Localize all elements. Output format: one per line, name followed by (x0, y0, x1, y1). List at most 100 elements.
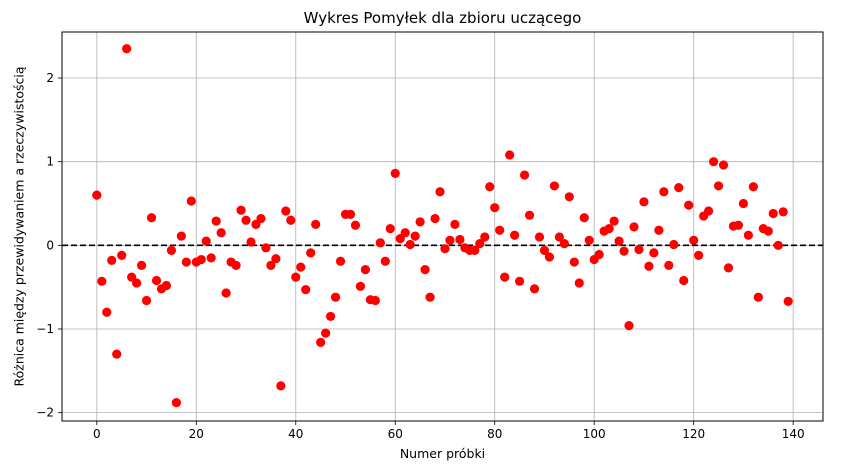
chart-title: Wykres Pomyłek dla zbioru uczącego (304, 9, 582, 27)
data-point (544, 252, 555, 262)
data-point (689, 235, 699, 245)
data-point (335, 256, 346, 266)
data-point (201, 236, 211, 246)
data-point (330, 292, 341, 302)
data-point (490, 203, 500, 213)
y-tick-label: 0 (46, 238, 54, 252)
data-point (231, 260, 241, 270)
plot-frame (61, 31, 824, 422)
data-point (564, 192, 574, 202)
data-point (136, 260, 147, 270)
x-tick-label: 0 (93, 427, 101, 441)
data-point (654, 225, 664, 235)
data-point (743, 230, 753, 240)
data-point (345, 209, 356, 219)
data-point (768, 208, 778, 219)
data-point (350, 220, 361, 230)
data-point (211, 216, 221, 226)
data-point (495, 225, 505, 235)
data-point (534, 232, 545, 242)
data-point (644, 261, 654, 271)
data-point (619, 246, 629, 256)
data-point (450, 219, 460, 230)
data-point (778, 207, 788, 217)
data-point (241, 215, 251, 225)
data-point (306, 248, 316, 258)
data-point (514, 276, 525, 286)
data-point (385, 223, 395, 234)
data-point (445, 235, 455, 245)
data-point (624, 321, 634, 331)
data-point (559, 239, 569, 249)
data-point (102, 307, 112, 317)
data-point (733, 220, 744, 230)
data-point (196, 254, 206, 265)
x-tick-label: 60 (388, 427, 403, 441)
data-point (97, 276, 107, 286)
data-point (679, 275, 689, 286)
data-point (480, 232, 490, 242)
data-point (594, 249, 604, 260)
data-point (281, 206, 291, 216)
data-point (455, 234, 465, 245)
data-point (370, 295, 380, 306)
axis-ticks: 0 20 40 60 80 100 120 140 −2 −1 0 1 2 (36, 71, 804, 441)
data-point (579, 213, 589, 223)
grid (62, 32, 823, 421)
y-tick-label: 2 (46, 71, 54, 85)
data-point (684, 200, 694, 210)
data-point (246, 237, 256, 247)
data-point (186, 196, 196, 206)
data-point (355, 281, 366, 291)
data-point (704, 206, 714, 216)
data-point (390, 168, 400, 178)
data-point (773, 240, 783, 250)
data-point (117, 250, 127, 260)
data-point (166, 245, 177, 255)
data-point (649, 248, 659, 258)
data-point (375, 238, 385, 248)
data-point (549, 181, 560, 191)
data-point (181, 257, 191, 267)
data-point (430, 213, 440, 224)
y-tick-label: 1 (46, 155, 54, 169)
data-point (718, 160, 729, 170)
data-point (92, 190, 102, 200)
data-point (529, 284, 540, 294)
data-points (92, 44, 793, 408)
data-point (221, 288, 231, 298)
data-point (236, 205, 246, 215)
data-point (276, 381, 286, 391)
data-point (171, 397, 181, 408)
data-point (400, 228, 410, 238)
data-point (425, 292, 435, 302)
data-point (723, 263, 734, 273)
x-tick-label: 80 (487, 427, 502, 441)
x-tick-label: 100 (583, 427, 606, 441)
data-point (151, 275, 162, 286)
data-point (112, 349, 122, 359)
data-point (634, 244, 644, 255)
data-point (639, 197, 649, 207)
data-point (609, 216, 619, 226)
data-point (301, 285, 311, 295)
data-point (554, 232, 564, 242)
data-point (435, 187, 445, 197)
data-point (286, 215, 296, 225)
data-point (122, 44, 132, 54)
data-point (206, 253, 216, 263)
x-tick-label: 120 (682, 427, 705, 441)
data-point (669, 239, 679, 250)
data-point (470, 245, 480, 255)
data-point (783, 296, 793, 306)
data-point (738, 198, 749, 209)
data-point (694, 250, 704, 260)
data-point (261, 243, 271, 253)
data-point (311, 219, 321, 230)
data-point (574, 278, 584, 288)
data-point (713, 181, 724, 191)
data-point (569, 257, 579, 267)
data-point (505, 150, 515, 160)
x-tick-label: 140 (782, 427, 805, 441)
